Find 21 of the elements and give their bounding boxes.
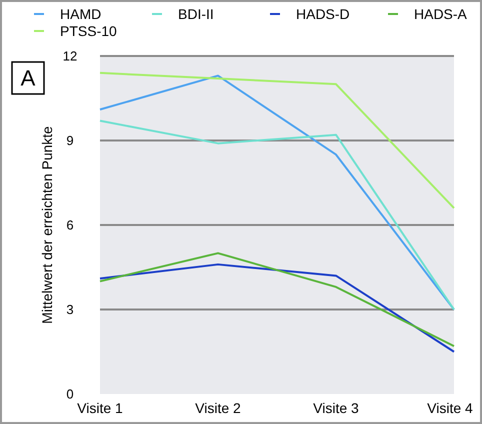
x-tick-label: Visite 3 — [313, 400, 360, 416]
text: A — [20, 66, 36, 91]
legend-label: HADS-D — [296, 6, 350, 22]
line-series — [99, 120, 455, 310]
y-tick-label: 9 — [66, 133, 74, 148]
x-tick-label: Visite 4 — [427, 400, 474, 416]
legend-label: BDI-II — [178, 6, 214, 22]
y-tick-label: 12 — [62, 48, 78, 64]
legend-label: HAMD — [60, 6, 102, 22]
y-tick-label: 0 — [66, 386, 74, 402]
line-series — [99, 263, 455, 353]
x-tick-label: Visite 2 — [195, 400, 242, 416]
line-series — [99, 74, 455, 310]
x-tick-label: Visite 1 — [77, 400, 124, 416]
line-series — [99, 252, 455, 348]
legend-label: HADS-A — [414, 6, 468, 22]
legend-label: PTSS-10 — [60, 22, 118, 39]
y-axis-title: Mittelwert der erreichten Punkte — [39, 126, 55, 324]
y-tick-label: 3 — [66, 302, 74, 318]
y-tick-label: 6 — [66, 218, 74, 233]
line-series — [99, 72, 455, 210]
